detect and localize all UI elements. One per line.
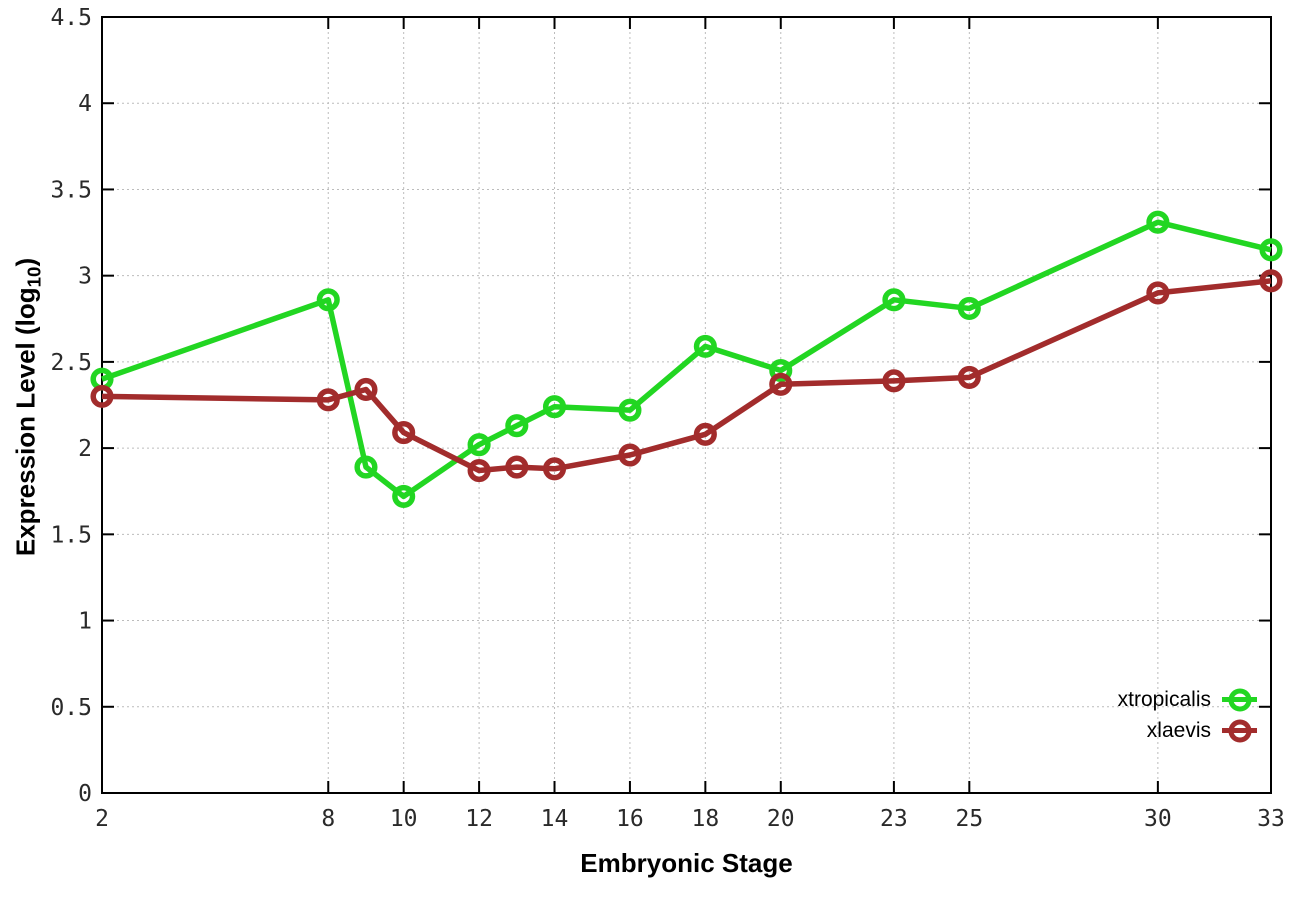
data-point-xlaevis — [90, 384, 114, 408]
data-point-xlaevis — [392, 421, 416, 445]
y-tick-label: 3 — [78, 264, 92, 290]
data-point-xlaevis — [618, 443, 642, 467]
x-axis-title: Embryonic Stage — [580, 848, 793, 878]
x-tick-label: 18 — [692, 806, 720, 832]
x-tick-label: 2 — [95, 806, 109, 832]
x-tick-label: 30 — [1144, 806, 1172, 832]
data-point-xlaevis — [1259, 269, 1283, 293]
data-point-xtropicalis — [505, 414, 529, 438]
data-point-xlaevis — [1146, 281, 1170, 305]
x-tick-label: 23 — [880, 806, 908, 832]
y-tick-label: 3.5 — [50, 177, 92, 203]
y-tick-label: 2 — [78, 436, 92, 462]
legend-label-xlaevis: xlaevis — [1146, 718, 1211, 742]
data-point-xtropicalis — [1146, 210, 1170, 234]
data-point-xtropicalis — [467, 433, 491, 457]
y-axis-title-suffix: ) — [10, 257, 41, 267]
legend-circle-marker-icon — [1228, 719, 1251, 742]
legend-swatch-xlaevis — [1222, 718, 1257, 743]
data-point-xlaevis — [316, 388, 340, 412]
series-line-xtropicalis — [101, 219, 1272, 500]
series-line-xlaevis — [101, 278, 1272, 474]
x-tick-label: 25 — [955, 806, 983, 832]
y-tick-label: 0 — [78, 781, 92, 807]
y-tick-label: 4.5 — [50, 5, 92, 31]
x-tick-label: 8 — [321, 806, 335, 832]
data-point-xlaevis — [542, 457, 567, 481]
data-point-xtropicalis — [693, 334, 717, 358]
plot-border — [101, 16, 1272, 794]
y-tick-label: 0.5 — [50, 695, 92, 721]
legend-item-xlaevis: xlaevis — [1147, 715, 1257, 746]
data-point-xlaevis — [693, 422, 717, 446]
x-tick-label: 10 — [390, 806, 418, 832]
y-tick-label: 1 — [78, 609, 92, 635]
data-point-xtropicalis — [354, 455, 378, 479]
data-point-xlaevis — [354, 377, 378, 402]
data-point-xlaevis — [957, 365, 981, 389]
legend: xtropicalis xlaevis — [1118, 684, 1257, 746]
x-tick-label: 20 — [767, 806, 795, 832]
data-point-xtropicalis — [316, 288, 340, 312]
data-point-xlaevis — [505, 455, 529, 479]
x-tick-label: 12 — [465, 806, 493, 832]
data-point-xlaevis — [467, 458, 491, 483]
y-axis-title: Expression Level (log10) — [11, 258, 46, 556]
data-point-xtropicalis — [392, 484, 416, 508]
legend-circle-marker-icon — [1228, 688, 1251, 711]
data-point-xlaevis — [769, 372, 793, 396]
data-point-xtropicalis — [542, 395, 567, 419]
y-axis-title-text: Expression Level (log — [10, 287, 41, 557]
y-tick-label: 2.5 — [50, 350, 92, 376]
x-tick-label: 14 — [541, 806, 569, 832]
data-point-xlaevis — [882, 369, 906, 393]
y-tick-label: 4 — [78, 91, 92, 117]
data-point-xtropicalis — [769, 358, 793, 383]
x-tick-label: 16 — [616, 806, 644, 832]
data-point-xtropicalis — [882, 288, 906, 312]
legend-swatch-xtropicalis — [1222, 687, 1257, 712]
data-point-xtropicalis — [1259, 238, 1283, 262]
data-point-xtropicalis — [618, 398, 642, 422]
y-axis-title-subscript: 10 — [23, 266, 45, 288]
legend-label-xtropicalis: xtropicalis — [1117, 687, 1211, 711]
data-point-xtropicalis — [957, 296, 981, 320]
x-tick-label: 33 — [1257, 806, 1285, 832]
y-tick-label: 1.5 — [50, 522, 92, 548]
legend-item-xtropicalis: xtropicalis — [1118, 684, 1257, 715]
